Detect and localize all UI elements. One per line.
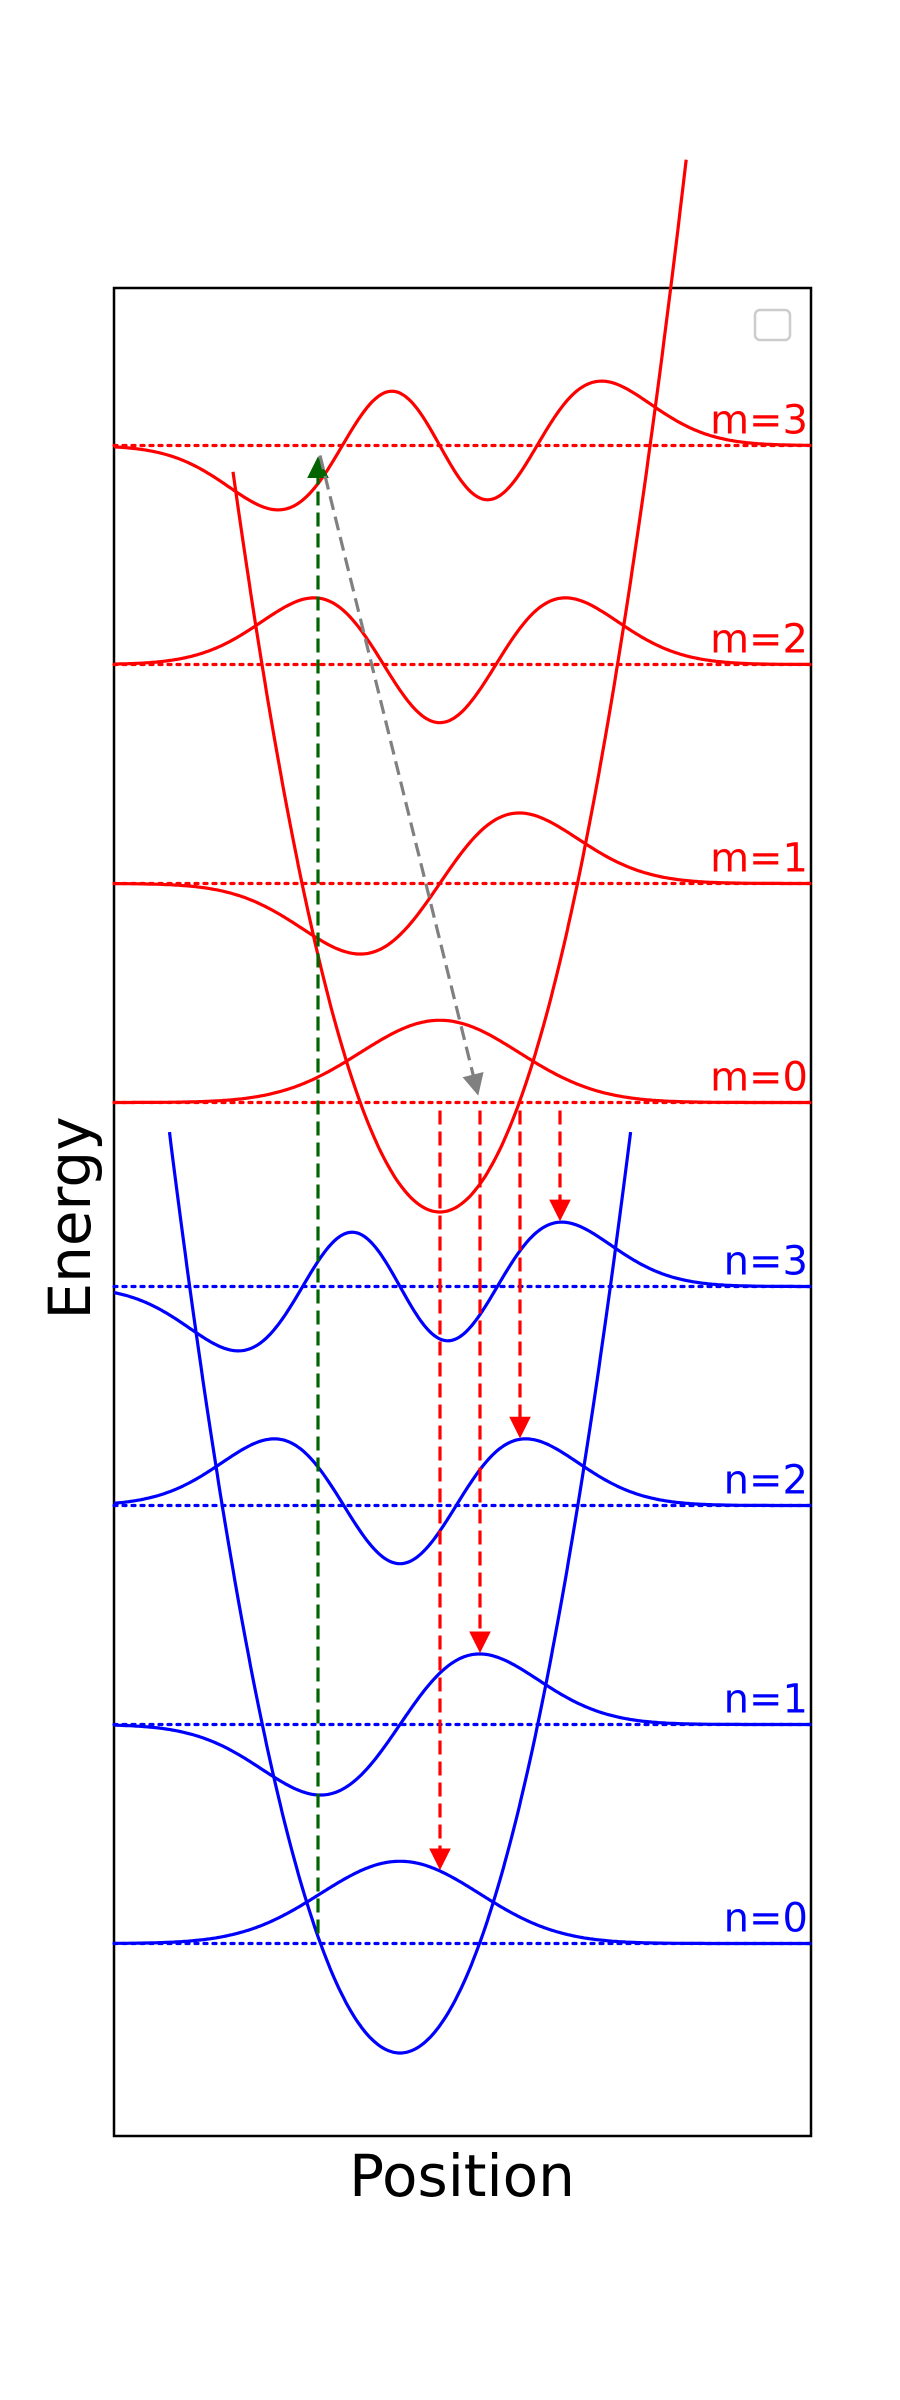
curves-layer [112, 159, 813, 2055]
excited-wavefunction-2 [113, 596, 811, 725]
x-axis-label: Position [349, 2142, 575, 2210]
relaxation-arrow-head [462, 1072, 484, 1096]
ground-wavefunction-0 [114, 1859, 810, 1946]
ground-level-label-0: n=0 [724, 1896, 808, 1942]
excited-wavefunction-1 [114, 811, 810, 956]
transition-arrows [307, 455, 571, 1934]
excited-wavefunction-0 [114, 1018, 810, 1105]
excited-level-label-2: m=2 [710, 617, 808, 663]
ground-level-label-1: n=1 [724, 1677, 808, 1723]
emission-arrow-2-head [509, 1416, 531, 1439]
excited-level-label-0: m=0 [710, 1055, 808, 1101]
relaxation-arrow-shaft [318, 455, 477, 1084]
emission-arrow-1-head [469, 1631, 491, 1654]
absorption-arrow-head [307, 456, 329, 478]
excited-level-label-1: m=1 [710, 836, 808, 882]
excited-wavefunction-3 [113, 379, 810, 512]
excited-level-label-3: m=3 [710, 398, 808, 444]
ground-potential-well [167, 1131, 633, 2055]
ground-wavefunction-1 [113, 1652, 810, 1797]
legend-box [753, 308, 792, 342]
emission-arrow-3-head [549, 1199, 571, 1222]
ground-wavefunction-3 [113, 1220, 810, 1353]
ground-level-label-3: n=3 [724, 1239, 808, 1285]
y-axis-label: Energy [36, 1116, 104, 1319]
emission-arrow-0-head [429, 1848, 451, 1871]
plot-frame [112, 286, 813, 2138]
level-labels: m=0 m=1 m=2 m=3 n=0 n=1 n=2 n=3 [710, 398, 808, 1942]
excited-potential-well [231, 159, 688, 1214]
ground-level-label-2: n=2 [724, 1458, 808, 1504]
ground-wavefunction-2 [113, 1437, 810, 1566]
